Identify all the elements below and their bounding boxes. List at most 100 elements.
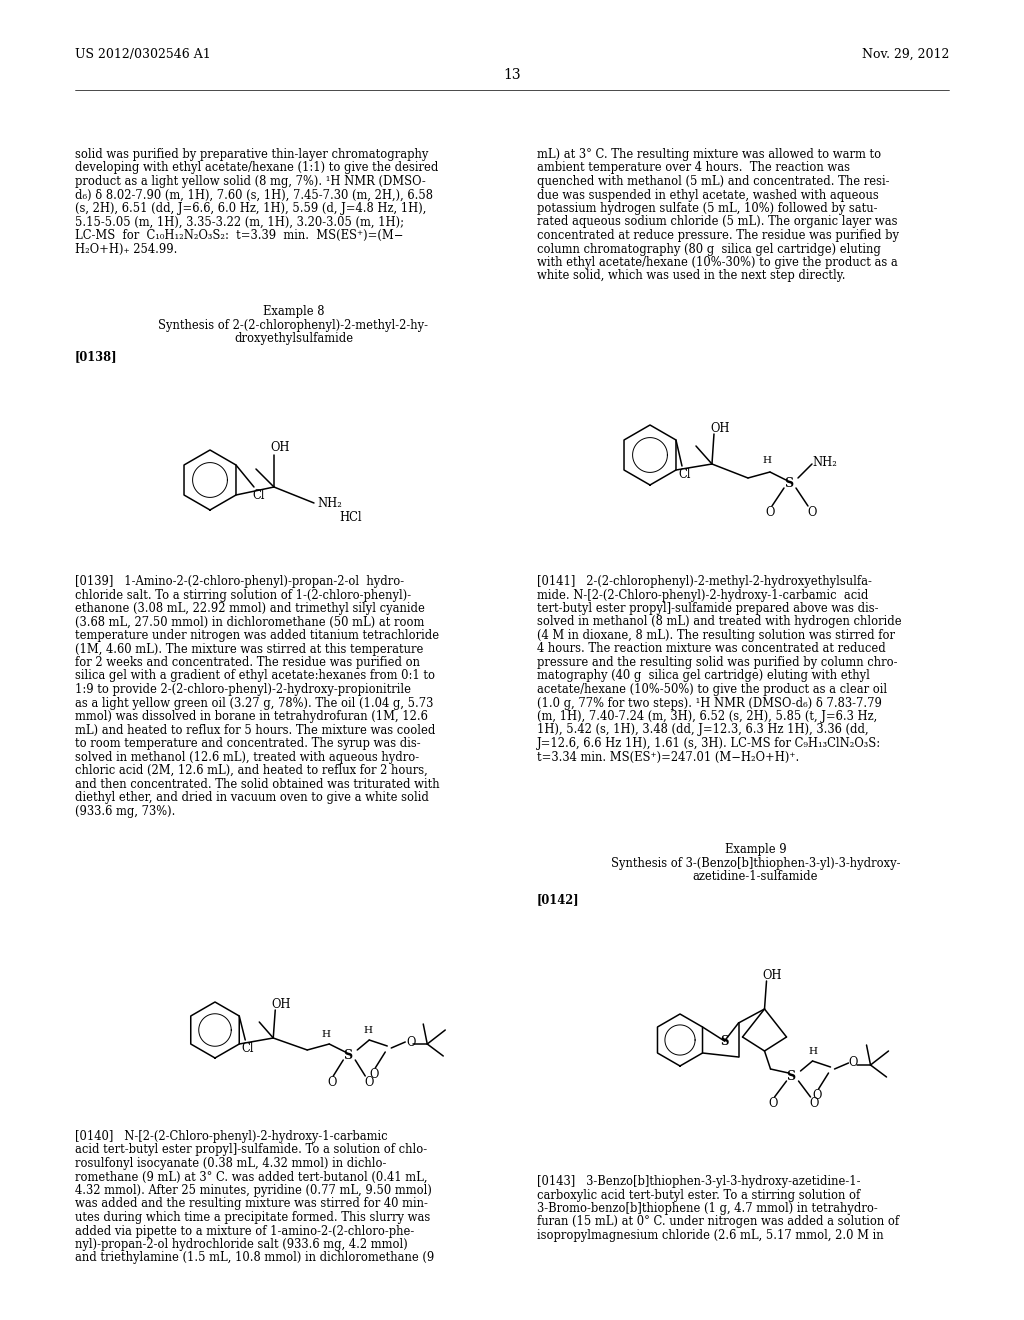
Text: 3-Bromo-benzo[b]thiophene (1 g, 4.7 mmol) in tetrahydro-: 3-Bromo-benzo[b]thiophene (1 g, 4.7 mmol… [537,1203,878,1214]
Text: (1M, 4.60 mL). The mixture was stirred at this temperature: (1M, 4.60 mL). The mixture was stirred a… [75,643,423,656]
Text: [0142]: [0142] [537,894,580,906]
Text: and then concentrated. The solid obtained was triturated with: and then concentrated. The solid obtaine… [75,777,439,791]
Text: OH: OH [270,441,290,454]
Text: matography (40 g  silica gel cartridge) eluting with ethyl: matography (40 g silica gel cartridge) e… [537,669,869,682]
Text: Synthesis of 2-(2-chlorophenyl)-2-methyl-2-hy-: Synthesis of 2-(2-chlorophenyl)-2-methyl… [159,318,428,331]
Text: NH₂: NH₂ [317,498,342,510]
Text: potassium hydrogen sulfate (5 mL, 10%) followed by satu-: potassium hydrogen sulfate (5 mL, 10%) f… [537,202,878,215]
Text: isopropylmagnesium chloride (2.6 mL, 5.17 mmol, 2.0 M in: isopropylmagnesium chloride (2.6 mL, 5.1… [537,1229,884,1242]
Text: Cl: Cl [678,469,690,480]
Text: O: O [365,1076,374,1089]
Text: (933.6 mg, 73%).: (933.6 mg, 73%). [75,804,175,817]
Text: mL) at 3° C. The resulting mixture was allowed to warm to: mL) at 3° C. The resulting mixture was a… [537,148,881,161]
Text: HCl: HCl [339,511,361,524]
Text: rated aqueous sodium chloride (5 mL). The organic layer was: rated aqueous sodium chloride (5 mL). Th… [537,215,897,228]
Text: OH: OH [763,969,782,982]
Text: and triethylamine (1.5 mL, 10.8 mmol) in dichloromethane (9: and triethylamine (1.5 mL, 10.8 mmol) in… [75,1251,434,1265]
Text: utes during which time a precipitate formed. This slurry was: utes during which time a precipitate for… [75,1210,430,1224]
Text: romethane (9 mL) at 3° C. was added tert-butanol (0.41 mL,: romethane (9 mL) at 3° C. was added tert… [75,1171,427,1184]
Text: d₆) δ 8.02-7.90 (m, 1H), 7.60 (s, 1H), 7.45-7.30 (m, 2H,), 6.58: d₆) δ 8.02-7.90 (m, 1H), 7.60 (s, 1H), 7… [75,189,433,202]
Text: temperature under nitrogen was added titanium tetrachloride: temperature under nitrogen was added tit… [75,630,439,642]
Text: solved in methanol (8 mL) and treated with hydrogen chloride: solved in methanol (8 mL) and treated wi… [537,615,901,628]
Text: concentrated at reduce pressure. The residue was purified by: concentrated at reduce pressure. The res… [537,228,899,242]
Text: Example 8: Example 8 [263,305,325,318]
Text: solved in methanol (12.6 mL), treated with aqueous hydro-: solved in methanol (12.6 mL), treated wi… [75,751,419,763]
Text: O: O [810,1097,819,1110]
Text: (4 M in dioxane, 8 mL). The resulting solution was stirred for: (4 M in dioxane, 8 mL). The resulting so… [537,630,895,642]
Text: pressure and the resulting solid was purified by column chro-: pressure and the resulting solid was pur… [537,656,897,669]
Text: LC-MS  for  C₁₀H₁₂N₂O₃S₂:  t=3.39  min.  MS(ES⁺)=(M−: LC-MS for C₁₀H₁₂N₂O₃S₂: t=3.39 min. MS(E… [75,228,403,242]
Text: J=12.6, 6.6 Hz 1H), 1.61 (s, 3H). LC-MS for C₉H₁₃ClN₂O₃S:: J=12.6, 6.6 Hz 1H), 1.61 (s, 3H). LC-MS … [537,737,881,750]
Text: ambient temperature over 4 hours.  The reaction was: ambient temperature over 4 hours. The re… [537,161,850,174]
Text: tert-butyl ester propyl]-sulfamide prepared above was dis-: tert-butyl ester propyl]-sulfamide prepa… [537,602,879,615]
Text: product as a light yellow solid (8 mg, 7%). ¹H NMR (DMSO-: product as a light yellow solid (8 mg, 7… [75,176,426,187]
Text: S: S [784,477,794,490]
Text: NH₂: NH₂ [812,455,837,469]
Text: mide. N-[2-(2-Chloro-phenyl)-2-hydroxy-1-carbamic  acid: mide. N-[2-(2-Chloro-phenyl)-2-hydroxy-1… [537,589,868,602]
Text: (s, 2H), 6.51 (dd, J=6.6, 6.0 Hz, 1H), 5.59 (d, J=4.8 Hz, 1H),: (s, 2H), 6.51 (dd, J=6.6, 6.0 Hz, 1H), 5… [75,202,426,215]
Text: chloride salt. To a stirring solution of 1-(2-chloro-phenyl)-: chloride salt. To a stirring solution of… [75,589,411,602]
Text: ethanone (3.08 mL, 22.92 mmol) and trimethyl silyl cyanide: ethanone (3.08 mL, 22.92 mmol) and trime… [75,602,425,615]
Text: Cl: Cl [252,488,264,502]
Text: added via pipette to a mixture of 1-amino-2-(2-chloro-phe-: added via pipette to a mixture of 1-amin… [75,1225,415,1238]
Text: solid was purified by preparative thin-layer chromatography: solid was purified by preparative thin-l… [75,148,428,161]
Text: H: H [762,455,771,465]
Text: with ethyl acetate/hexane (10%-30%) to give the product as a: with ethyl acetate/hexane (10%-30%) to g… [537,256,898,269]
Text: S: S [786,1071,796,1082]
Text: S: S [343,1049,352,1063]
Text: due was suspended in ethyl acetate, washed with aqueous: due was suspended in ethyl acetate, wash… [537,189,879,202]
Text: O: O [769,1097,778,1110]
Text: H: H [364,1026,373,1035]
Text: [0139]   1-Amino-2-(2-chloro-phenyl)-propan-2-ol  hydro-: [0139] 1-Amino-2-(2-chloro-phenyl)-propa… [75,576,404,587]
Text: S: S [721,1035,729,1048]
Text: mL) and heated to reflux for 5 hours. The mixture was cooled: mL) and heated to reflux for 5 hours. Th… [75,723,435,737]
Text: mmol) was dissolved in borane in tetrahydrofuran (1M, 12.6: mmol) was dissolved in borane in tetrahy… [75,710,428,723]
Text: azetidine-1-sulfamide: azetidine-1-sulfamide [693,870,818,883]
Text: (1.0 g, 77% for two steps). ¹H NMR (DMSO-d₆) δ 7.83-7.79: (1.0 g, 77% for two steps). ¹H NMR (DMSO… [537,697,882,710]
Text: diethyl ether, and dried in vacuum oven to give a white solid: diethyl ether, and dried in vacuum oven … [75,791,429,804]
Text: [0143]   3-Benzo[b]thiophen-3-yl-3-hydroxy-azetidine-1-: [0143] 3-Benzo[b]thiophen-3-yl-3-hydroxy… [537,1175,860,1188]
Text: O: O [807,506,816,519]
Text: developing with ethyl acetate/hexane (1:1) to give the desired: developing with ethyl acetate/hexane (1:… [75,161,438,174]
Text: carboxylic acid tert-butyl ester. To a stirring solution of: carboxylic acid tert-butyl ester. To a s… [537,1188,860,1201]
Text: O: O [407,1036,416,1049]
Text: rosulfonyl isocyanate (0.38 mL, 4.32 mmol) in dichlo-: rosulfonyl isocyanate (0.38 mL, 4.32 mmo… [75,1158,386,1170]
Text: was added and the resulting mixture was stirred for 40 min-: was added and the resulting mixture was … [75,1197,428,1210]
Text: to room temperature and concentrated. The syrup was dis-: to room temperature and concentrated. Th… [75,737,421,750]
Text: silica gel with a gradient of ethyl acetate:hexanes from 0:1 to: silica gel with a gradient of ethyl acet… [75,669,435,682]
Text: [0140]   N-[2-(2-Chloro-phenyl)-2-hydroxy-1-carbamic: [0140] N-[2-(2-Chloro-phenyl)-2-hydroxy-… [75,1130,388,1143]
Text: O: O [849,1056,858,1069]
Text: as a light yellow green oil (3.27 g, 78%). The oil (1.04 g, 5.73: as a light yellow green oil (3.27 g, 78%… [75,697,433,710]
Text: chloric acid (2M, 12.6 mL), and heated to reflux for 2 hours,: chloric acid (2M, 12.6 mL), and heated t… [75,764,428,777]
Text: H₂O+H)₊ 254.99.: H₂O+H)₊ 254.99. [75,243,177,256]
Text: acetate/hexane (10%-50%) to give the product as a clear oil: acetate/hexane (10%-50%) to give the pro… [537,682,887,696]
Text: acid tert-butyl ester propyl]-sulfamide. To a solution of chlo-: acid tert-butyl ester propyl]-sulfamide.… [75,1143,427,1156]
Text: 5.15-5.05 (m, 1H), 3.35-3.22 (m, 1H), 3.20-3.05 (m, 1H);: 5.15-5.05 (m, 1H), 3.35-3.22 (m, 1H), 3.… [75,215,404,228]
Text: H: H [322,1030,331,1039]
Text: Nov. 29, 2012: Nov. 29, 2012 [861,48,949,61]
Text: (3.68 mL, 27.50 mmol) in dichloromethane (50 mL) at room: (3.68 mL, 27.50 mmol) in dichloromethane… [75,615,424,628]
Text: O: O [765,506,774,519]
Text: nyl)-propan-2-ol hydrochloride salt (933.6 mg, 4.2 mmol): nyl)-propan-2-ol hydrochloride salt (933… [75,1238,408,1251]
Text: [0138]: [0138] [75,350,118,363]
Text: quenched with methanol (5 mL) and concentrated. The resi-: quenched with methanol (5 mL) and concen… [537,176,890,187]
Text: O: O [370,1068,379,1081]
Text: 13: 13 [503,69,521,82]
Text: droxyethylsulfamide: droxyethylsulfamide [233,333,353,345]
Text: Synthesis of 3-(Benzo[b]thiophen-3-yl)-3-hydroxy-: Synthesis of 3-(Benzo[b]thiophen-3-yl)-3… [610,857,900,870]
Text: OH: OH [710,422,729,436]
Text: 1:9 to provide 2-(2-chloro-phenyl)-2-hydroxy-propionitrile: 1:9 to provide 2-(2-chloro-phenyl)-2-hyd… [75,682,411,696]
Text: US 2012/0302546 A1: US 2012/0302546 A1 [75,48,211,61]
Text: furan (15 mL) at 0° C. under nitrogen was added a solution of: furan (15 mL) at 0° C. under nitrogen wa… [537,1216,899,1229]
Text: column chromatography (80 g  silica gel cartridge) eluting: column chromatography (80 g silica gel c… [537,243,881,256]
Text: H: H [809,1047,817,1056]
Text: O: O [812,1089,822,1102]
Text: (m, 1H), 7.40-7.24 (m, 3H), 6.52 (s, 2H), 5.85 (t, J=6.3 Hz,: (m, 1H), 7.40-7.24 (m, 3H), 6.52 (s, 2H)… [537,710,878,723]
Text: 4 hours. The reaction mixture was concentrated at reduced: 4 hours. The reaction mixture was concen… [537,643,886,656]
Text: white solid, which was used in the next step directly.: white solid, which was used in the next … [537,269,846,282]
Text: O: O [328,1076,337,1089]
Text: [0141]   2-(2-chlorophenyl)-2-methyl-2-hydroxyethylsulfa-: [0141] 2-(2-chlorophenyl)-2-methyl-2-hyd… [537,576,871,587]
Text: for 2 weeks and concentrated. The residue was purified on: for 2 weeks and concentrated. The residu… [75,656,420,669]
Text: 1H), 5.42 (s, 1H), 3.48 (dd, J=12.3, 6.3 Hz 1H), 3.36 (dd,: 1H), 5.42 (s, 1H), 3.48 (dd, J=12.3, 6.3… [537,723,868,737]
Text: 4.32 mmol). After 25 minutes, pyridine (0.77 mL, 9.50 mmol): 4.32 mmol). After 25 minutes, pyridine (… [75,1184,432,1197]
